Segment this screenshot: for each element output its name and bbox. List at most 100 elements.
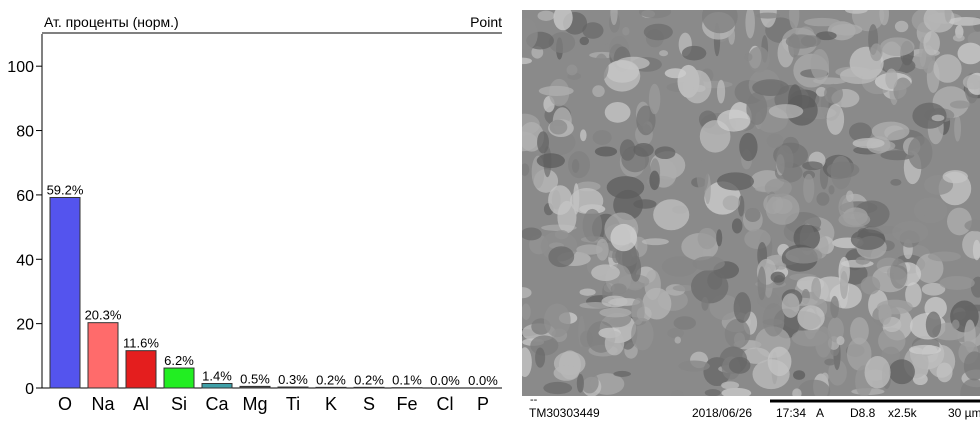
value-label: 0.0% bbox=[430, 373, 460, 388]
y-tick-label: 100 bbox=[7, 59, 34, 76]
value-label: 0.3% bbox=[278, 372, 308, 387]
particle bbox=[642, 238, 669, 245]
y-tick-label: 20 bbox=[16, 317, 34, 334]
particle bbox=[553, 5, 572, 30]
particle bbox=[768, 347, 792, 376]
particle bbox=[804, 18, 840, 26]
particle bbox=[568, 151, 590, 178]
particle bbox=[914, 197, 948, 223]
particle bbox=[824, 84, 843, 104]
particle bbox=[850, 317, 869, 345]
particle bbox=[821, 372, 828, 382]
x-tick-label: Fe bbox=[396, 394, 417, 414]
y-tick-label: 60 bbox=[16, 188, 34, 205]
particle bbox=[610, 0, 617, 25]
particle bbox=[592, 85, 605, 97]
value-label: 0.1% bbox=[392, 373, 422, 388]
particle bbox=[717, 172, 754, 190]
particle bbox=[725, 319, 751, 349]
bar bbox=[126, 351, 156, 388]
particle bbox=[872, 122, 910, 141]
particle bbox=[943, 170, 968, 183]
particle bbox=[890, 259, 907, 289]
particle bbox=[717, 80, 725, 104]
particle bbox=[815, 326, 832, 357]
particle bbox=[836, 336, 844, 345]
particle bbox=[691, 270, 728, 304]
particle bbox=[601, 296, 627, 308]
particle bbox=[880, 37, 914, 56]
info-marker: -- bbox=[530, 394, 538, 406]
info-time: 17:34 bbox=[776, 406, 806, 420]
particle bbox=[611, 283, 627, 294]
particle bbox=[732, 218, 743, 233]
particle bbox=[659, 50, 668, 56]
particle bbox=[555, 230, 569, 239]
particle bbox=[620, 139, 636, 161]
particle bbox=[771, 272, 786, 283]
particle bbox=[890, 179, 901, 186]
particle bbox=[952, 320, 960, 330]
particle bbox=[580, 129, 587, 141]
particle bbox=[698, 228, 717, 249]
bar bbox=[164, 368, 194, 388]
x-tick-label: K bbox=[325, 394, 337, 414]
particle bbox=[926, 311, 941, 337]
value-label: 11.6% bbox=[123, 336, 159, 351]
x-tick-label: Mg bbox=[242, 394, 267, 414]
particle bbox=[789, 0, 799, 29]
particle bbox=[745, 7, 755, 39]
particle bbox=[953, 34, 965, 41]
particle bbox=[895, 21, 908, 32]
x-tick-label: P bbox=[477, 394, 489, 414]
particle bbox=[772, 199, 792, 214]
info-magnification: x2.5k bbox=[888, 406, 918, 420]
particle bbox=[729, 357, 751, 374]
value-label: 20.3% bbox=[85, 308, 122, 323]
particle bbox=[923, 31, 940, 55]
particle bbox=[539, 86, 574, 96]
particle bbox=[613, 371, 631, 377]
particle bbox=[797, 305, 824, 330]
particle bbox=[649, 84, 660, 115]
particle bbox=[593, 130, 612, 145]
particle bbox=[697, 160, 709, 192]
particle bbox=[716, 229, 722, 246]
particle bbox=[639, 5, 671, 18]
particle bbox=[644, 24, 673, 41]
particle bbox=[583, 209, 602, 242]
particle bbox=[816, 192, 829, 205]
particle bbox=[758, 266, 766, 300]
particle bbox=[739, 133, 757, 161]
bar bbox=[88, 323, 118, 388]
value-label: 0.0% bbox=[468, 373, 498, 388]
particle bbox=[631, 298, 644, 325]
particle bbox=[594, 54, 608, 81]
particle bbox=[538, 11, 555, 21]
x-tick-label: Cl bbox=[437, 394, 454, 414]
particle bbox=[554, 365, 580, 381]
value-label: 1.4% bbox=[202, 368, 232, 383]
particle bbox=[802, 161, 823, 170]
particle bbox=[811, 49, 830, 80]
particle bbox=[622, 27, 629, 36]
bar bbox=[278, 387, 308, 388]
particle bbox=[548, 185, 572, 215]
particle bbox=[513, 58, 532, 65]
particle bbox=[549, 120, 567, 135]
particle bbox=[694, 85, 706, 92]
particle bbox=[846, 191, 854, 202]
particle bbox=[599, 308, 631, 318]
particle bbox=[801, 35, 821, 47]
particle bbox=[701, 297, 708, 311]
particle bbox=[769, 104, 803, 118]
particle bbox=[892, 221, 928, 243]
particle bbox=[667, 328, 684, 338]
particle bbox=[945, 0, 952, 22]
value-label: 6.2% bbox=[164, 353, 194, 368]
bar bbox=[202, 383, 232, 388]
particle bbox=[776, 145, 794, 175]
particle bbox=[544, 304, 571, 338]
particle bbox=[678, 360, 709, 371]
